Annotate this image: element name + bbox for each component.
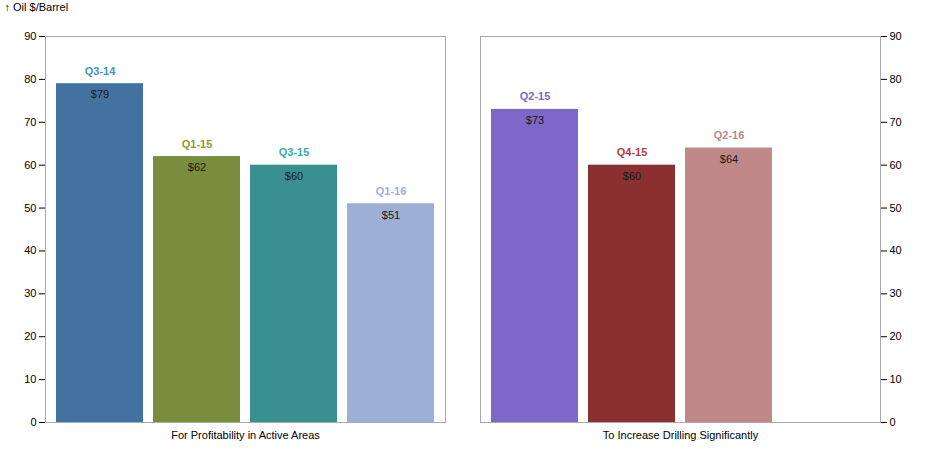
svg-text:30: 30 — [24, 287, 36, 299]
svg-text:0: 0 — [890, 416, 896, 428]
svg-text:70: 70 — [890, 116, 902, 128]
svg-text:20: 20 — [24, 330, 36, 342]
svg-text:60: 60 — [24, 159, 36, 171]
svg-text:Q3-14: Q3-14 — [85, 65, 116, 77]
svg-text:$62: $62 — [188, 161, 206, 173]
svg-text:$64: $64 — [720, 153, 738, 165]
svg-text:50: 50 — [890, 202, 902, 214]
svg-text:50: 50 — [24, 202, 36, 214]
svg-text:90: 90 — [24, 30, 36, 42]
svg-text:Q3-15: Q3-15 — [279, 146, 310, 158]
svg-text:10: 10 — [24, 373, 36, 385]
svg-text:↑ Oil $/Barrel: ↑ Oil $/Barrel — [5, 1, 69, 13]
svg-text:For Profitability in Active Ar: For Profitability in Active Areas — [171, 429, 320, 441]
svg-text:60: 60 — [890, 159, 902, 171]
svg-text:Q2-15: Q2-15 — [520, 90, 551, 102]
svg-text:70: 70 — [24, 116, 36, 128]
svg-text:Q1-15: Q1-15 — [182, 138, 213, 150]
svg-text:40: 40 — [24, 244, 36, 256]
svg-text:Q1-16: Q1-16 — [376, 185, 407, 197]
svg-text:Q4-15: Q4-15 — [617, 146, 648, 158]
svg-text:$60: $60 — [285, 170, 303, 182]
svg-text:20: 20 — [890, 330, 902, 342]
svg-text:$73: $73 — [526, 114, 544, 126]
svg-text:$79: $79 — [91, 88, 109, 100]
svg-text:$60: $60 — [623, 170, 641, 182]
svg-text:0: 0 — [30, 416, 36, 428]
svg-text:80: 80 — [890, 73, 902, 85]
svg-text:30: 30 — [890, 287, 902, 299]
svg-text:To Increase Drilling Significa: To Increase Drilling Significantly — [603, 429, 759, 441]
svg-text:80: 80 — [24, 73, 36, 85]
svg-text:90: 90 — [890, 30, 902, 42]
svg-text:40: 40 — [890, 244, 902, 256]
svg-text:$51: $51 — [382, 209, 400, 221]
svg-text:Q2-16: Q2-16 — [714, 129, 745, 141]
svg-text:10: 10 — [890, 373, 902, 385]
